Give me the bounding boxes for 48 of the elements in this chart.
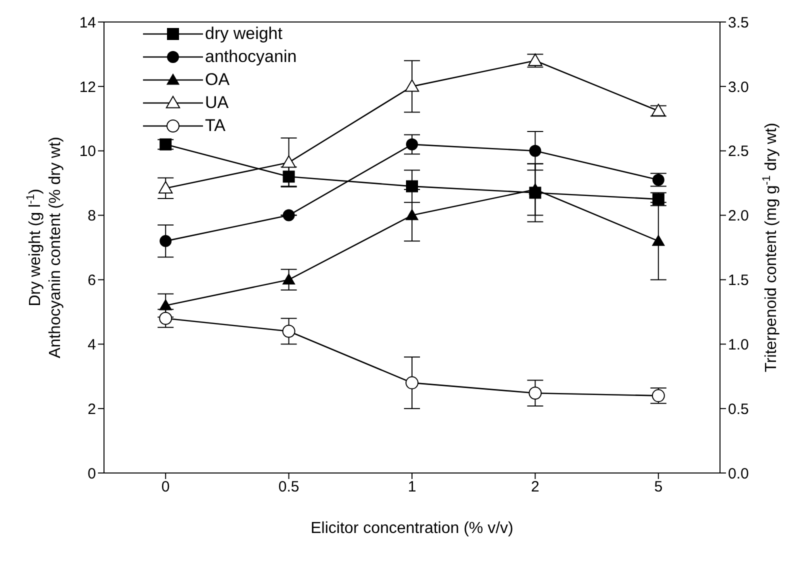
point [282,209,295,222]
y-tick-label: 6 [88,272,96,290]
point [282,324,296,338]
y-tick-label: 4 [88,336,96,354]
y-tick-label: 14 [79,14,96,32]
legend-label: anthocyanin [205,46,297,66]
x-tick-label: 1 [408,478,416,496]
point [159,312,172,325]
y-tick-label: 2 [88,400,96,418]
point [160,138,172,150]
point [652,174,664,186]
x-tick-label: 0 [161,478,170,496]
point [528,386,542,400]
point [652,234,665,246]
point [405,208,419,220]
y2-tick-label: 0.5 [728,400,749,418]
legend-label: OA [205,70,230,90]
point [282,170,295,183]
x-axis-title: Elicitor concentration (% v/v) [310,520,514,537]
y-tick-label: 8 [88,208,96,225]
y2-tick-label: 0.0 [728,465,749,482]
y2-tick-label: 3.0 [728,78,749,96]
point [528,182,542,194]
y-tick-label: 12 [79,78,96,96]
point [652,193,664,206]
point [404,79,420,92]
x-tick-label: 2 [531,478,540,496]
y2-tick-label: 3.5 [728,14,749,32]
point [406,138,418,150]
point [160,235,172,248]
y2-tick-label: 2.5 [728,143,749,160]
legend-label: TA [205,116,226,136]
y2-tick-label: 1.0 [728,336,749,354]
y-tick-label: 0 [88,465,96,482]
y2-tick-label: 1.5 [728,272,749,290]
point [406,376,418,390]
legend-label: dry weight [205,24,282,44]
x-tick-label: 5 [654,478,663,496]
point [406,180,418,192]
point [158,181,173,194]
y2-tick-label: 2.0 [728,208,749,225]
point [529,144,542,157]
point [282,155,296,168]
point [282,273,296,285]
point [159,298,172,310]
y-tick-label: 10 [79,143,96,160]
x-tick-label: 0.5 [278,478,300,496]
legend-label: UA [205,92,229,112]
